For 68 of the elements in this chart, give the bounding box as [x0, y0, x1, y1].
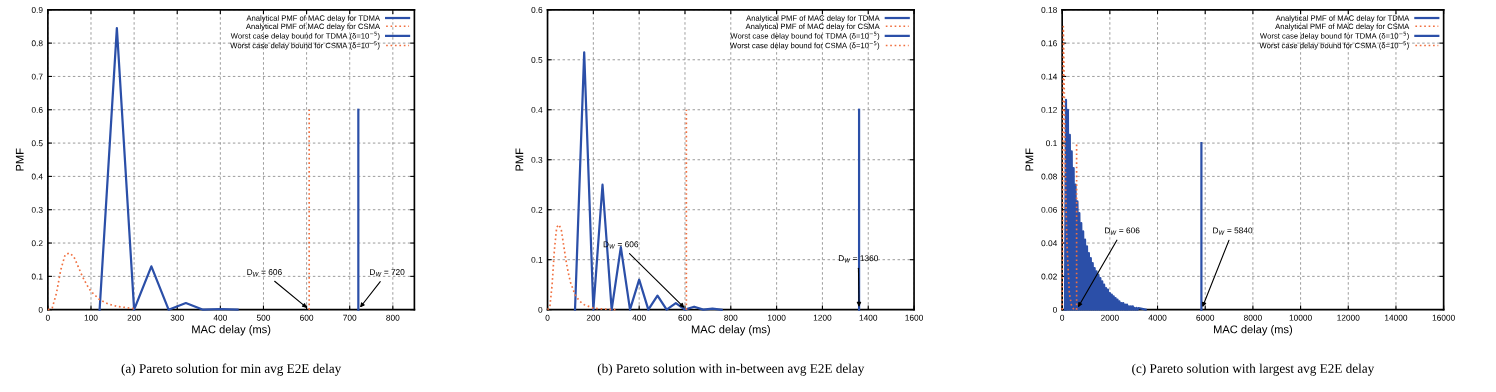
x-tick-label: 0: [545, 314, 550, 321]
y-tick-label: 0.3: [531, 156, 543, 163]
annotation: D$_{W}$ = 5840: [1213, 227, 1253, 235]
y-tick-label: 0.1: [31, 273, 43, 280]
y-tick-label: 0.9: [31, 7, 43, 13]
y-tick-label: 0.02: [1041, 273, 1057, 280]
x-tick-label: 800: [386, 314, 400, 321]
y-tick-label: 0.4: [31, 173, 43, 180]
x-tick-label: 1400: [859, 314, 878, 321]
x-tick-label: 14000: [1385, 314, 1408, 321]
y-tick-label: 0.16: [1041, 40, 1057, 47]
y-tick-label: 0.2: [531, 206, 543, 213]
y-tick-label: 0.6: [31, 106, 43, 113]
x-tick-label: 6000: [1196, 314, 1215, 321]
y-tick-label: 0.18: [1041, 7, 1057, 13]
y-tick-label: 0.1: [531, 256, 543, 263]
x-tick-label: 16000: [1432, 314, 1455, 321]
annotation: D$_{W}$ = 606: [1105, 227, 1140, 235]
x-tick-label: 1200: [813, 314, 832, 321]
text: (b) Pareto solution with in-between avg E2E delay: [597, 363, 865, 376]
annotation: D$_{W}$ = 1360: [838, 255, 879, 263]
y-tick-label: 0.4: [531, 106, 543, 113]
x-tick-label: 600: [678, 314, 692, 321]
y-tick-label: 0.6: [531, 7, 543, 13]
y-axis-title: PMF: [515, 148, 524, 171]
y-tick-label: 0.12: [1041, 106, 1057, 113]
annotation: D$_{W}$ = 720: [370, 269, 405, 277]
y-tick-label: 0.5: [31, 140, 43, 147]
y-tick-label: 0.8: [31, 40, 43, 47]
y-tick-label: 0.3: [31, 206, 43, 213]
y-tick-label: 0.7: [31, 73, 43, 80]
annotation: D$_{W}$ = 606: [247, 269, 282, 277]
x-tick-label: 200: [127, 314, 141, 321]
y-tick-label: 0: [1052, 306, 1057, 313]
x-tick-label: 0: [45, 314, 50, 321]
x-tick-label: 1600: [905, 314, 923, 321]
x-tick-label: 400: [632, 314, 646, 321]
x-tick-label: 8000: [1243, 314, 1262, 321]
x-tick-label: 600: [300, 314, 314, 321]
y-tick-label: 0.1: [1046, 140, 1057, 147]
y-axis-title: PMF: [1025, 148, 1034, 171]
y-tick-label: 0.06: [1041, 206, 1057, 213]
x-axis-title: MAC delay (ms): [691, 325, 770, 336]
x-tick-label: 100: [84, 314, 98, 321]
x-axis-title: MAC delay (ms): [192, 325, 271, 336]
x-tick-label: 400: [213, 314, 227, 321]
y-tick-label: 0.14: [1041, 73, 1058, 80]
y-axis-title: PMF: [15, 148, 24, 171]
y-tick-label: 0.08: [1041, 173, 1057, 180]
x-tick-label: 0: [1060, 314, 1065, 321]
x-tick-label: 10000: [1289, 314, 1312, 321]
y-tick-label: 0.04: [1041, 240, 1058, 247]
y-tick-label: 0.5: [531, 56, 543, 63]
x-tick-label: 2000: [1101, 314, 1119, 321]
x-axis-title: MAC delay (ms): [1213, 325, 1293, 336]
x-tick-label: 4000: [1148, 314, 1167, 321]
y-tick-label: 0: [38, 306, 43, 313]
text: (c) Pareto solution with largest avg E2E delay: [1132, 363, 1375, 376]
y-tick-label: 0.2: [31, 240, 43, 247]
x-tick-label: 700: [343, 314, 357, 321]
x-tick-label: 200: [586, 314, 600, 321]
x-tick-label: 1000: [767, 314, 786, 321]
x-tick-label: 300: [170, 314, 184, 321]
x-tick-label: 500: [256, 314, 271, 321]
y-tick-label: 0: [538, 306, 543, 313]
text: (a) Pareto solution for min avg E2E delay: [121, 363, 342, 376]
x-tick-label: 12000: [1337, 314, 1360, 321]
x-tick-label: 800: [724, 314, 738, 321]
